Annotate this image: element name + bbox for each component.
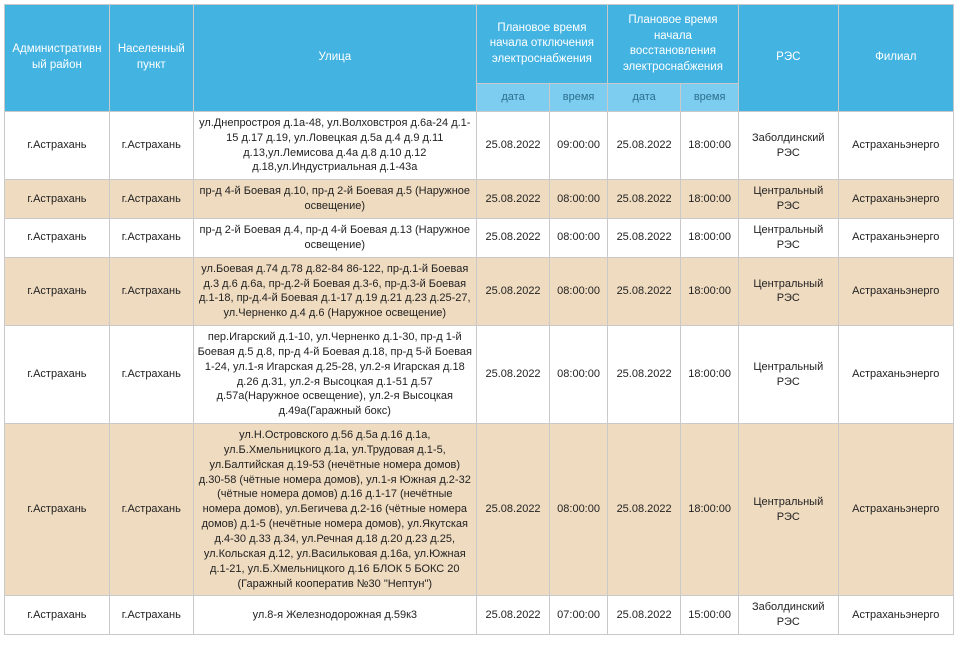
cell-off-date: 25.08.2022 (476, 180, 549, 219)
cell-off-date: 25.08.2022 (476, 326, 549, 424)
col-off-date: дата (476, 84, 549, 112)
cell-on-date: 25.08.2022 (607, 218, 680, 257)
table-row: г.Астраханьг.Астраханьул.8-я Железнодоро… (5, 596, 954, 635)
cell-res: Центральный РЭС (738, 326, 838, 424)
cell-res: Центральный РЭС (738, 257, 838, 325)
cell-on-date: 25.08.2022 (607, 180, 680, 219)
cell-on-time: 18:00:00 (681, 218, 739, 257)
cell-street: пер.Игарский д.1-10, ул.Черненко д.1-30,… (193, 326, 476, 424)
cell-city: г.Астрахань (109, 596, 193, 635)
col-off: Плановое время начала отключения электро… (476, 5, 607, 84)
cell-on-time: 18:00:00 (681, 257, 739, 325)
cell-res: Центральный РЭС (738, 424, 838, 596)
cell-on-time: 18:00:00 (681, 424, 739, 596)
cell-res: Центральный РЭС (738, 180, 838, 219)
cell-branch: Астраханьэнерго (838, 424, 953, 596)
cell-res: Заболдинский РЭС (738, 111, 838, 179)
cell-on-time: 18:00:00 (681, 111, 739, 179)
cell-district: г.Астрахань (5, 218, 110, 257)
cell-res: Заболдинский РЭС (738, 596, 838, 635)
cell-city: г.Астрахань (109, 424, 193, 596)
table-row: г.Астраханьг.Астраханьпр-д 4-й Боевая д.… (5, 180, 954, 219)
cell-branch: Астраханьэнерго (838, 218, 953, 257)
col-res: РЭС (738, 5, 838, 112)
col-on-time: время (681, 84, 739, 112)
cell-branch: Астраханьэнерго (838, 326, 953, 424)
cell-district: г.Астрахань (5, 111, 110, 179)
table-row: г.Астраханьг.Астраханьул.Боевая д.74 д.7… (5, 257, 954, 325)
table-header: Административный район Населенный пункт … (5, 5, 954, 112)
cell-off-time: 09:00:00 (550, 111, 608, 179)
cell-on-date: 25.08.2022 (607, 111, 680, 179)
cell-on-date: 25.08.2022 (607, 596, 680, 635)
table-body: г.Астраханьг.Астраханьул.Днепростроя д.1… (5, 111, 954, 634)
cell-street: пр-д 4-й Боевая д.10, пр-д 2-й Боевая д.… (193, 180, 476, 219)
cell-on-time: 18:00:00 (681, 180, 739, 219)
col-off-time: время (550, 84, 608, 112)
col-city: Населенный пункт (109, 5, 193, 112)
cell-district: г.Астрахань (5, 596, 110, 635)
cell-district: г.Астрахань (5, 424, 110, 596)
cell-off-time: 08:00:00 (550, 218, 608, 257)
cell-off-time: 08:00:00 (550, 180, 608, 219)
cell-street: ул.Днепростроя д.1а-48, ул.Волховстроя д… (193, 111, 476, 179)
cell-city: г.Астрахань (109, 111, 193, 179)
cell-city: г.Астрахань (109, 180, 193, 219)
cell-off-time: 07:00:00 (550, 596, 608, 635)
col-branch: Филиал (838, 5, 953, 112)
col-on-date: дата (607, 84, 680, 112)
cell-on-time: 15:00:00 (681, 596, 739, 635)
cell-branch: Астраханьэнерго (838, 180, 953, 219)
cell-res: Центральный РЭС (738, 218, 838, 257)
col-street: Улица (193, 5, 476, 112)
cell-district: г.Астрахань (5, 180, 110, 219)
cell-city: г.Астрахань (109, 218, 193, 257)
table-row: г.Астраханьг.Астраханьул.Н.Островского д… (5, 424, 954, 596)
cell-off-date: 25.08.2022 (476, 257, 549, 325)
col-on: Плановое время начала восстановления эле… (607, 5, 738, 84)
outage-schedule-table: Административный район Населенный пункт … (4, 4, 954, 635)
cell-off-date: 25.08.2022 (476, 596, 549, 635)
cell-on-time: 18:00:00 (681, 326, 739, 424)
cell-city: г.Астрахань (109, 326, 193, 424)
cell-street: ул.Боевая д.74 д.78 д.82-84 86-122, пр-д… (193, 257, 476, 325)
cell-district: г.Астрахань (5, 326, 110, 424)
cell-branch: Астраханьэнерго (838, 111, 953, 179)
cell-street: ул.Н.Островского д.56 д.5а д.16 д.1а, ул… (193, 424, 476, 596)
cell-street: ул.8-я Железнодорожная д.59к3 (193, 596, 476, 635)
cell-district: г.Астрахань (5, 257, 110, 325)
cell-street: пр-д 2-й Боевая д.4, пр-д 4-й Боевая д.1… (193, 218, 476, 257)
cell-off-date: 25.08.2022 (476, 424, 549, 596)
cell-off-time: 08:00:00 (550, 257, 608, 325)
cell-branch: Астраханьэнерго (838, 596, 953, 635)
cell-off-time: 08:00:00 (550, 424, 608, 596)
cell-on-date: 25.08.2022 (607, 326, 680, 424)
cell-off-time: 08:00:00 (550, 326, 608, 424)
cell-off-date: 25.08.2022 (476, 111, 549, 179)
cell-on-date: 25.08.2022 (607, 257, 680, 325)
col-district: Административный район (5, 5, 110, 112)
table-row: г.Астраханьг.Астраханьпер.Игарский д.1-1… (5, 326, 954, 424)
cell-on-date: 25.08.2022 (607, 424, 680, 596)
table-row: г.Астраханьг.Астраханьул.Днепростроя д.1… (5, 111, 954, 179)
cell-branch: Астраханьэнерго (838, 257, 953, 325)
table-row: г.Астраханьг.Астраханьпр-д 2-й Боевая д.… (5, 218, 954, 257)
cell-city: г.Астрахань (109, 257, 193, 325)
cell-off-date: 25.08.2022 (476, 218, 549, 257)
